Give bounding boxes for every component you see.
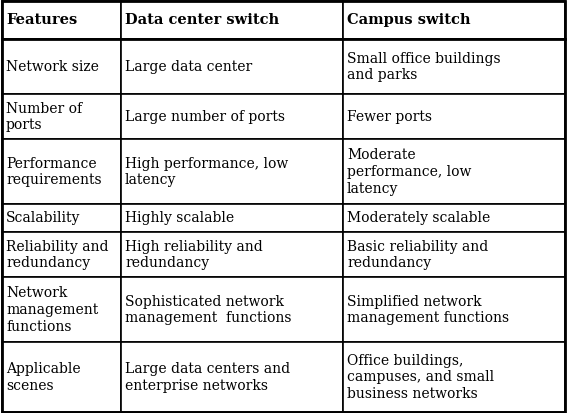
Bar	[343, 2, 565, 39]
Text: Basic reliability and
redundancy: Basic reliability and redundancy	[347, 239, 488, 270]
Bar	[121, 342, 343, 411]
Text: Moderately scalable: Moderately scalable	[347, 211, 490, 225]
Text: Reliability and
redundancy: Reliability and redundancy	[6, 239, 108, 270]
Bar	[343, 232, 565, 277]
Bar	[121, 277, 343, 342]
Bar	[121, 2, 343, 39]
Text: Large number of ports: Large number of ports	[125, 110, 285, 124]
Text: Small office buildings
and parks: Small office buildings and parks	[347, 52, 501, 82]
Text: Number of
ports: Number of ports	[6, 101, 82, 132]
Text: Large data center: Large data center	[125, 60, 252, 74]
Text: Simplified network
management functions: Simplified network management functions	[347, 294, 509, 325]
Text: High reliability and
redundancy: High reliability and redundancy	[125, 239, 263, 270]
Text: High performance, low
latency: High performance, low latency	[125, 156, 288, 187]
Text: Large data centers and
enterprise networks: Large data centers and enterprise networ…	[125, 361, 290, 392]
Text: Moderate
performance, low
latency: Moderate performance, low latency	[347, 148, 471, 195]
Text: Network
management
functions: Network management functions	[6, 285, 98, 333]
Text: Network size: Network size	[6, 60, 99, 74]
Bar	[121, 94, 343, 139]
Bar	[343, 204, 565, 232]
Bar	[2, 94, 121, 139]
Text: Campus switch: Campus switch	[347, 14, 471, 27]
Text: Features: Features	[6, 14, 77, 27]
Text: Data center switch: Data center switch	[125, 14, 279, 27]
Text: Office buildings,
campuses, and small
business networks: Office buildings, campuses, and small bu…	[347, 353, 494, 400]
Bar	[2, 232, 121, 277]
Bar	[2, 204, 121, 232]
Bar	[343, 94, 565, 139]
Text: Performance
requirements: Performance requirements	[6, 156, 101, 187]
Bar	[121, 204, 343, 232]
Bar	[2, 2, 121, 39]
Text: Scalability: Scalability	[6, 211, 81, 225]
Bar	[121, 39, 343, 94]
Text: Highly scalable: Highly scalable	[125, 211, 234, 225]
Bar	[2, 277, 121, 342]
Bar	[2, 139, 121, 204]
Bar	[2, 39, 121, 94]
Bar	[343, 139, 565, 204]
Bar	[343, 342, 565, 411]
Text: Fewer ports: Fewer ports	[347, 110, 432, 124]
Bar	[121, 139, 343, 204]
Text: Applicable
scenes: Applicable scenes	[6, 361, 81, 392]
Text: Sophisticated network
management  functions: Sophisticated network management functio…	[125, 294, 291, 325]
Bar	[343, 39, 565, 94]
Bar	[121, 232, 343, 277]
Bar	[2, 342, 121, 411]
Bar	[343, 277, 565, 342]
